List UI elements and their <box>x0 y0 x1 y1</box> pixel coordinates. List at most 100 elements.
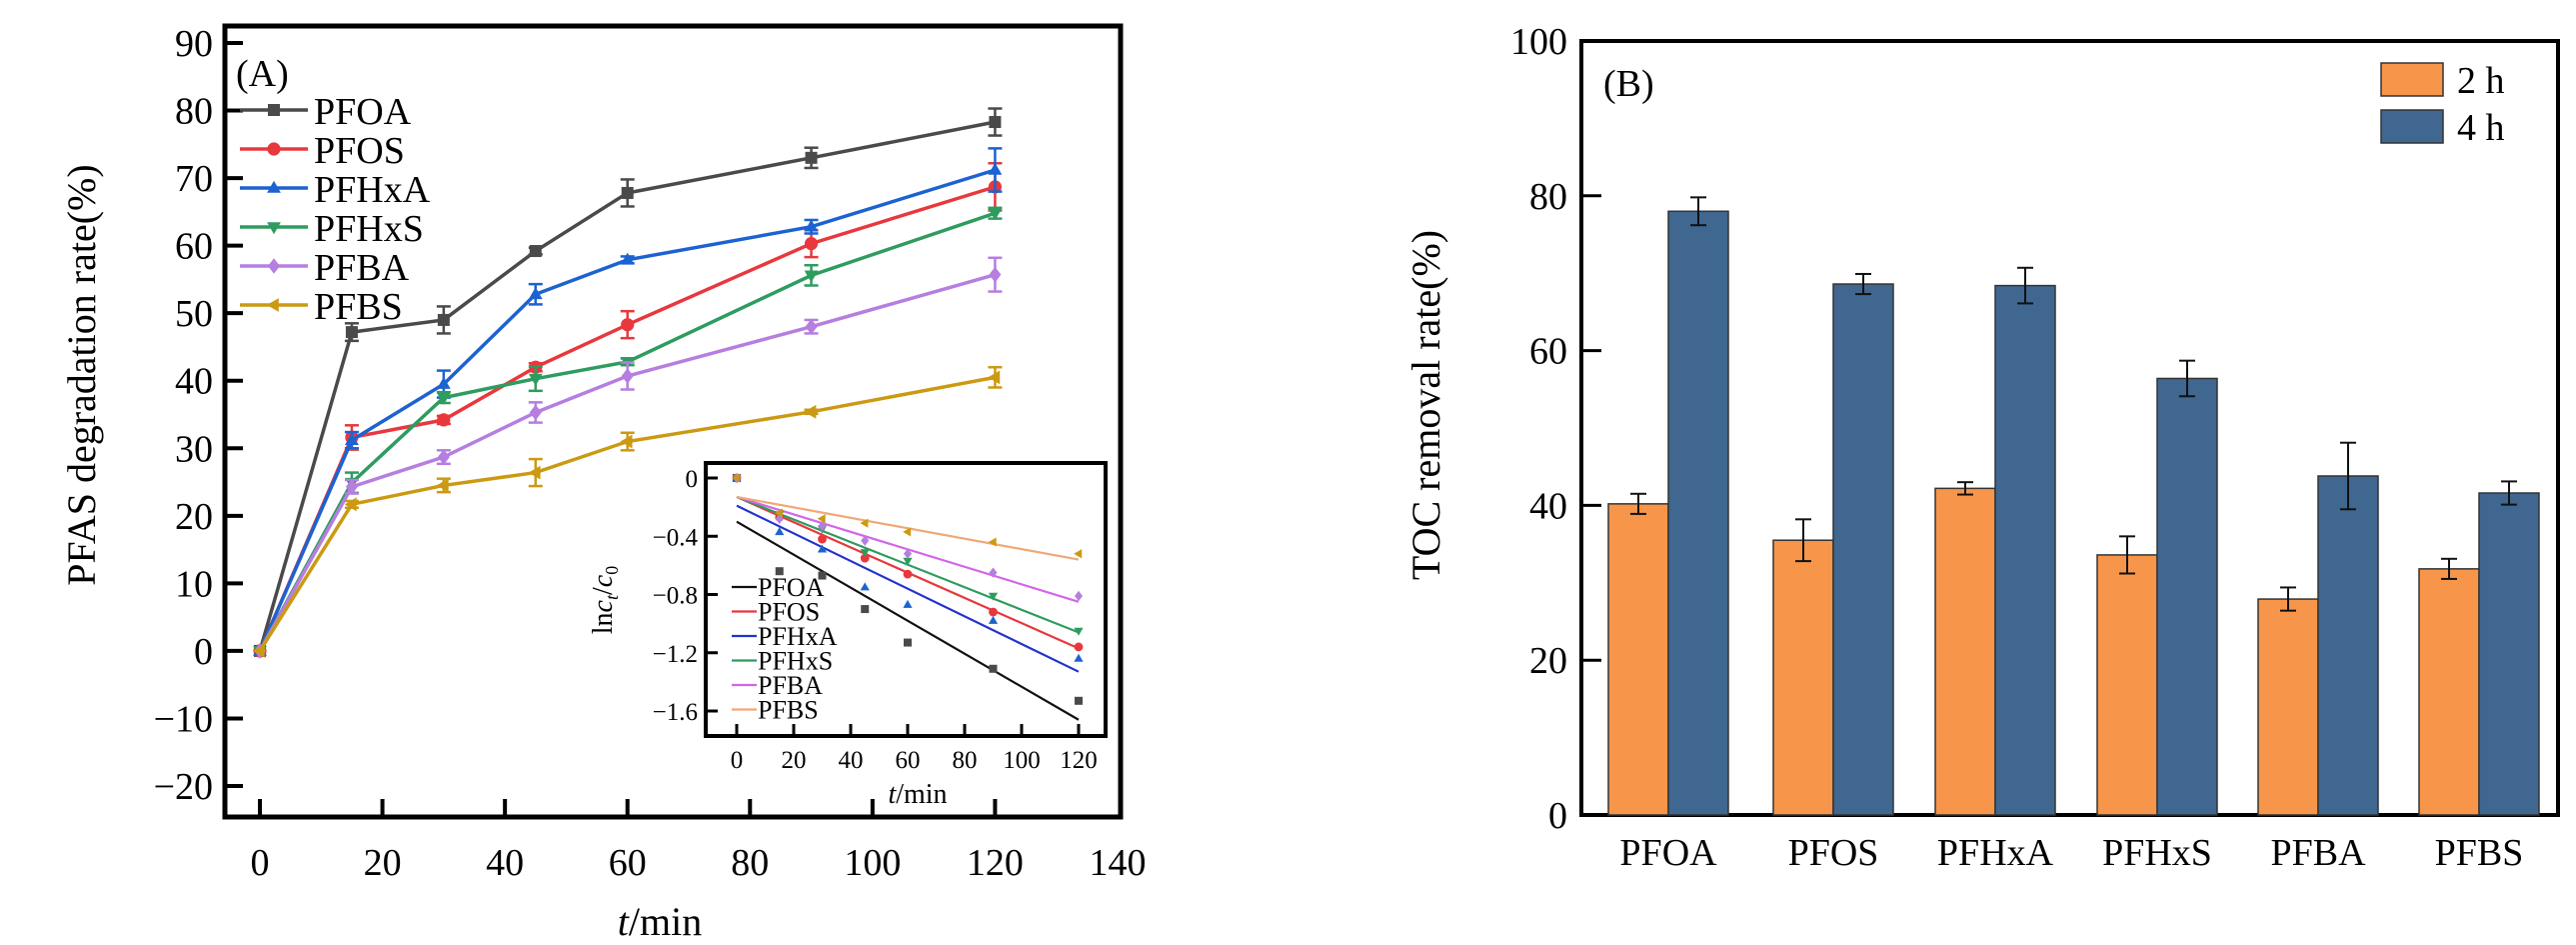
y-tick-label: 0 <box>194 631 213 673</box>
panel-a-x-axis-title: t/min <box>618 899 702 944</box>
legend-marker-pfhxa <box>267 180 281 193</box>
inset-data-point-pfoa <box>1075 696 1083 705</box>
x-tick-label: 100 <box>844 842 901 884</box>
legend-label-pfos: PFOS <box>314 130 405 172</box>
bar-pfbs-4h <box>2478 492 2540 816</box>
bar-pfos-4h <box>1832 283 1894 816</box>
panel-a-series <box>252 107 1003 659</box>
data-point-pfhxs <box>988 208 1003 221</box>
bar-pfoa-2h <box>1607 503 1669 816</box>
inset-x-tick-label: 80 <box>953 747 978 774</box>
data-point-pfbs <box>804 404 817 419</box>
inset-data-point-pfhxs <box>860 549 870 558</box>
inset-series-pfhxa <box>736 504 1080 673</box>
bar-pfhxa-4h <box>1994 284 2056 816</box>
bar-pfos-2h <box>1772 539 1834 816</box>
inset-plot-frame <box>704 461 1108 738</box>
bar-group-pfos <box>1772 272 1894 816</box>
inset-data-point-pfbs <box>817 514 826 524</box>
inset-data-point-pfos <box>818 534 827 544</box>
data-point-pfba <box>989 266 1002 283</box>
panel-b-x-axis: PFOA PFOS PFHxA PFHxS PFBA PFBS <box>1619 832 2523 874</box>
inset-data-point-pfhxa <box>817 544 828 553</box>
bar-pfbs-2h <box>2418 568 2480 816</box>
data-point-pfbs <box>252 644 265 658</box>
inset-data-point-pfoa <box>904 638 912 647</box>
bar-pfhxs-4h <box>2156 377 2218 816</box>
inset-data-point-pfba <box>775 513 784 524</box>
inset-x-tick-label: 120 <box>1060 747 1098 774</box>
x-tick-label: 20 <box>364 842 402 884</box>
data-point-pfhxa <box>804 219 819 232</box>
inset-points-pfhxa <box>732 473 1084 662</box>
x-tick-label: 140 <box>1090 842 1147 884</box>
inset-data-point-pfhxa <box>860 582 870 591</box>
bar-pfba-2h <box>2257 598 2319 816</box>
inset-y-tick-label: −0.8 <box>653 583 698 610</box>
data-point-pfhxa <box>436 376 451 389</box>
inset-y-axis-title-c: c <box>588 599 619 612</box>
bar-group-pfhxs <box>2096 359 2218 816</box>
inset-points-pfbs <box>732 473 1083 559</box>
data-point-pfoa <box>437 313 450 326</box>
legend-marker-pfba <box>268 258 280 274</box>
series-pfbs <box>252 365 1003 658</box>
y-tick-label: −10 <box>154 698 213 740</box>
bar-pfoa-4h <box>1667 210 1729 816</box>
inset-data-point-pfoa <box>775 567 784 576</box>
inset-data-point-pfos <box>903 569 913 579</box>
bar-group-pfba <box>2257 441 2379 816</box>
inset-series-pfoa <box>736 520 1080 721</box>
y-tick-label: 0 <box>1548 795 1567 837</box>
x-tick-label-pfhxa: PFHxA <box>1937 832 2054 874</box>
inset-data-point-pfba <box>989 567 998 578</box>
inset-fit-line-pfoa <box>736 520 1080 721</box>
y-tick-label: 80 <box>1529 176 1567 218</box>
data-point-pfhxs <box>528 373 543 386</box>
y-tick-label: 10 <box>175 563 213 605</box>
data-point-pfbs <box>344 497 357 512</box>
data-point-pfba <box>345 478 358 495</box>
data-point-pfba <box>621 368 634 384</box>
y-tick-label: 60 <box>175 226 213 268</box>
data-point-pfoa <box>345 326 358 339</box>
inset-y-axis-title-slash: / <box>588 587 619 595</box>
inset-data-point-pfhxs <box>903 557 913 566</box>
x-tick-label-pfbs: PFBS <box>2435 832 2524 874</box>
inset-data-point-pfoa <box>989 664 998 673</box>
x-tick-label: 80 <box>731 842 769 884</box>
data-point-pfhxa <box>988 162 1003 175</box>
inset-data-point-pfoa <box>818 571 827 580</box>
panel-b-y-axis: 0 20 40 60 80 100 <box>1510 21 1601 837</box>
inset-data-point-pfhxa <box>775 527 785 536</box>
inset-data-point-pfbs <box>1074 549 1083 559</box>
panel-a-y-axis-title: PFAS degradation rate(%) <box>59 164 104 585</box>
data-point-pfos <box>804 237 819 251</box>
inset-x-tick-label: 100 <box>1003 747 1041 774</box>
data-point-pfba <box>529 404 542 421</box>
inset-y-tick-label: −0.4 <box>653 524 699 551</box>
inset-fit-line-pfhxa <box>736 504 1080 673</box>
inset-y-axis-title-sub-0: 0 <box>602 566 622 575</box>
x-tick-label-pfoa: PFOA <box>1619 832 1717 874</box>
legend-label-pfbs: PFBS <box>314 286 403 328</box>
bar-group-pfhxa <box>1934 266 2056 816</box>
inset-data-point-pfbs <box>988 537 997 547</box>
data-point-pfos <box>437 413 451 427</box>
panel-a-x-axis: 0 20 40 60 80 100 120 140 <box>251 799 1147 884</box>
data-point-pfhxs <box>436 392 451 405</box>
legend-label-pfoa: PFOA <box>314 91 412 133</box>
data-point-pfba <box>805 318 818 335</box>
y-tick-label: 20 <box>1529 640 1567 682</box>
inset-kinetics-chart: 0−0.4−0.8−1.2−1.6 0 20 40 60 80 100 120 lnct/c… <box>588 461 1108 810</box>
legend-label-4h: 4 h <box>2457 107 2505 149</box>
inset-data-point-pfbs <box>903 527 912 537</box>
y-tick-label: 20 <box>175 496 213 538</box>
inset-data-point-pfba <box>861 535 870 546</box>
data-point-pfoa <box>989 116 1002 129</box>
y-tick-label: 90 <box>175 23 213 65</box>
y-tick-label: 100 <box>1510 21 1567 63</box>
